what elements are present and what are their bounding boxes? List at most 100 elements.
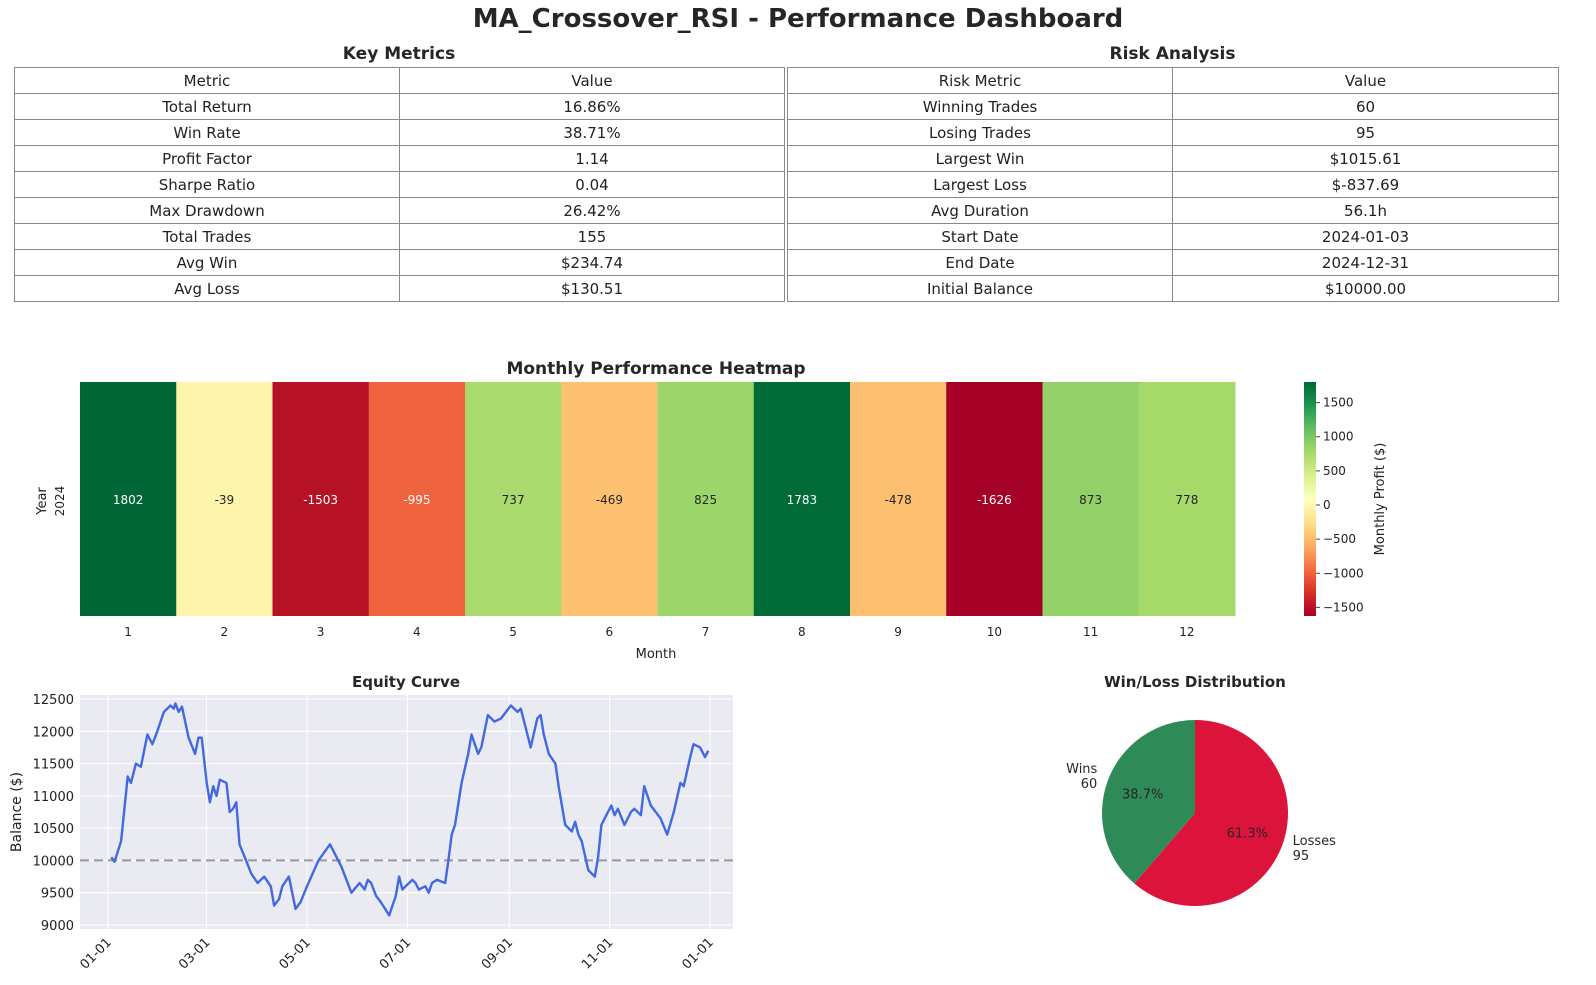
equity-x-tick-label: 01-01 xyxy=(77,935,114,972)
equity-y-tick-label: 11000 xyxy=(33,790,74,805)
table-row: Losing Trades 95 xyxy=(787,119,1559,146)
table-row: Avg Duration 56.1h xyxy=(787,197,1559,224)
equity-x-tick-label: 09-01 xyxy=(479,935,516,972)
key-metrics-table: Metric Value Total Return 16.86% Win Rate… xyxy=(14,67,785,302)
pie-label: Wins xyxy=(1066,762,1097,777)
heatmap-cell-label: -995 xyxy=(403,493,430,507)
risk-metric-name: Largest Win xyxy=(787,145,1173,172)
pie-pct-label: 38.7% xyxy=(1122,788,1163,803)
table-row: Sharpe Ratio 0.04 xyxy=(14,171,785,198)
pie-count-label: 95 xyxy=(1293,849,1310,864)
table-row: Avg Win $234.74 xyxy=(14,249,785,276)
equity-grid xyxy=(80,695,733,929)
heatmap-cell-label: 1783 xyxy=(787,493,818,507)
colorbar-ticks: 1500 1000 500 0 −500 −1000 −1500 xyxy=(1316,396,1364,614)
equity-title: Equity Curve xyxy=(352,673,460,691)
equity-y-tick-label: 12500 xyxy=(33,693,74,708)
heatmap-x-tick-label: 7 xyxy=(702,625,710,639)
risk-metric-name: Start Date xyxy=(787,223,1173,250)
heatmap-x-tick-label: 3 xyxy=(317,625,325,639)
table-header-row: Risk Metric Value xyxy=(787,67,1559,94)
heatmap-y-tick-label: 2024 xyxy=(53,486,67,517)
metric-value: 16.86% xyxy=(399,93,785,120)
equity-y-label: Balance ($) xyxy=(9,772,25,852)
heatmap-cell xyxy=(368,382,466,616)
table-row: Avg Loss $130.51 xyxy=(14,275,785,302)
equity-x-tick-label: 05-01 xyxy=(276,935,313,972)
table-row: Win Rate 38.71% xyxy=(14,119,785,146)
equity-y-tick-label: 12000 xyxy=(33,725,74,740)
equity-y-tick-label: 10000 xyxy=(33,854,74,869)
dashboard-title: MA_Crossover_RSI - Performance Dashboard xyxy=(472,4,1124,34)
metric-name: Profit Factor xyxy=(14,145,400,172)
heatmap-x-tick-label: 6 xyxy=(606,625,614,639)
heatmap-cell xyxy=(465,382,562,616)
heatmap-cell xyxy=(176,382,273,616)
heatmap-cell xyxy=(946,382,1043,616)
equity-x-ticks: 01-01 03-01 05-01 07-01 09-01 11-01 01-01 xyxy=(77,935,716,972)
pie-count-label: 60 xyxy=(1081,777,1098,792)
metric-name: Total Trades xyxy=(14,223,400,250)
colorbar xyxy=(1304,382,1316,616)
table-row: Initial Balance $10000.00 xyxy=(787,275,1559,302)
heatmap-y-label: Year xyxy=(35,487,50,516)
equity-plot-area xyxy=(80,695,733,929)
heatmap-cell xyxy=(272,382,370,616)
colorbar-tick-label: −1000 xyxy=(1323,566,1364,580)
colorbar-tick-label: −500 xyxy=(1323,532,1356,546)
risk-metric-name: Losing Trades xyxy=(787,119,1173,146)
equity-y-tick-label: 11500 xyxy=(33,758,74,773)
heatmap-cell-label: -1626 xyxy=(977,493,1012,507)
equity-x-tick-label: 01-01 xyxy=(679,935,716,972)
colorbar-tick-label: −1500 xyxy=(1323,600,1364,614)
equity-x-tick-label: 11-01 xyxy=(579,935,616,972)
risk-metric-name: Winning Trades xyxy=(787,93,1173,120)
equity-y-tick-label: 9500 xyxy=(41,887,74,902)
equity-y-ticks: 12500 12000 11500 11000 10500 10000 9500 9000 xyxy=(33,693,74,934)
metric-value: 38.71% xyxy=(399,119,785,146)
heatmap-cell xyxy=(657,382,755,616)
heatmap-cell-label: -39 xyxy=(215,493,235,507)
heatmap-cell-label: -469 xyxy=(596,493,623,507)
colorbar-tick-label: 500 xyxy=(1323,464,1346,478)
heatmap-cell-label: -1503 xyxy=(303,493,338,507)
heatmap-x-tick-label: 1 xyxy=(124,625,132,639)
metric-name: Avg Win xyxy=(14,249,400,276)
risk-analysis-title: Risk Analysis xyxy=(1109,44,1236,64)
colorbar-tick-label: 1000 xyxy=(1323,430,1354,444)
pie-pct-label: 61.3% xyxy=(1227,826,1268,841)
risk-metric-value: $10000.00 xyxy=(1172,275,1559,302)
heatmap-cell-label: -478 xyxy=(885,493,912,507)
table-header-cell: Value xyxy=(399,67,785,94)
pie-slice xyxy=(1134,720,1288,906)
heatmap-cell xyxy=(80,382,177,616)
heatmap-cell-label: 825 xyxy=(694,493,717,507)
heatmap-cell xyxy=(753,382,851,616)
pie-label: Losses xyxy=(1293,834,1337,849)
heatmap-cell xyxy=(1138,382,1236,616)
equity-y-tick-label: 9000 xyxy=(41,919,74,934)
equity-series-line xyxy=(110,702,710,917)
heatmap-x-tick-label: 5 xyxy=(509,625,517,639)
heatmap-cells: 1802 -39 -1503 -995 737 -469 825 1783 -478 -1626 8… xyxy=(80,382,1236,616)
colorbar-tick-label: 1500 xyxy=(1323,396,1354,410)
heatmap-cell-label: 873 xyxy=(1079,493,1102,507)
table-row: Max Drawdown 26.42% xyxy=(14,197,785,224)
risk-metric-value: 56.1h xyxy=(1172,197,1559,224)
heatmap-x-tick-label: 2 xyxy=(221,625,229,639)
metric-value: 26.42% xyxy=(399,197,785,224)
equity-x-tick-label: 07-01 xyxy=(377,935,414,972)
colorbar-tick-label: 0 xyxy=(1323,498,1331,512)
heatmap-cell xyxy=(561,382,658,616)
heatmap-cell xyxy=(1042,382,1140,616)
table-row: Profit Factor 1.14 xyxy=(14,145,785,172)
heatmap-cell-label: 778 xyxy=(1175,493,1198,507)
heatmap-x-label: Month xyxy=(636,647,677,662)
metric-name: Avg Loss xyxy=(14,275,400,302)
risk-analysis-table: Risk Metric Value Winning Trades 60 Losin… xyxy=(787,67,1559,302)
heatmap-x-ticks: 1 2 3 4 5 6 7 8 9 10 11 12 xyxy=(124,625,1194,639)
heatmap-x-tick-label: 9 xyxy=(894,625,902,639)
equity-y-tick-label: 10500 xyxy=(33,822,74,837)
table-row: Winning Trades 60 xyxy=(787,93,1559,120)
